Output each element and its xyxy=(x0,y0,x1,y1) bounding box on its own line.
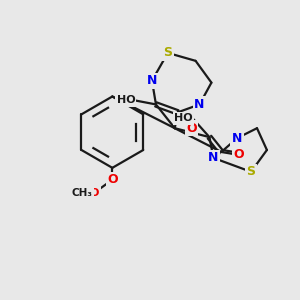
Text: O: O xyxy=(234,148,244,161)
Text: N: N xyxy=(208,152,219,164)
Text: N: N xyxy=(194,98,205,111)
Text: S: S xyxy=(247,165,256,178)
Text: S: S xyxy=(163,46,172,59)
Text: N: N xyxy=(147,74,157,87)
Text: O: O xyxy=(107,173,118,186)
Text: N: N xyxy=(232,132,242,145)
Text: HO: HO xyxy=(116,95,135,106)
Text: CH₃: CH₃ xyxy=(71,188,92,198)
Text: O: O xyxy=(90,188,99,198)
Text: O: O xyxy=(186,122,197,135)
Text: HO: HO xyxy=(174,113,193,123)
